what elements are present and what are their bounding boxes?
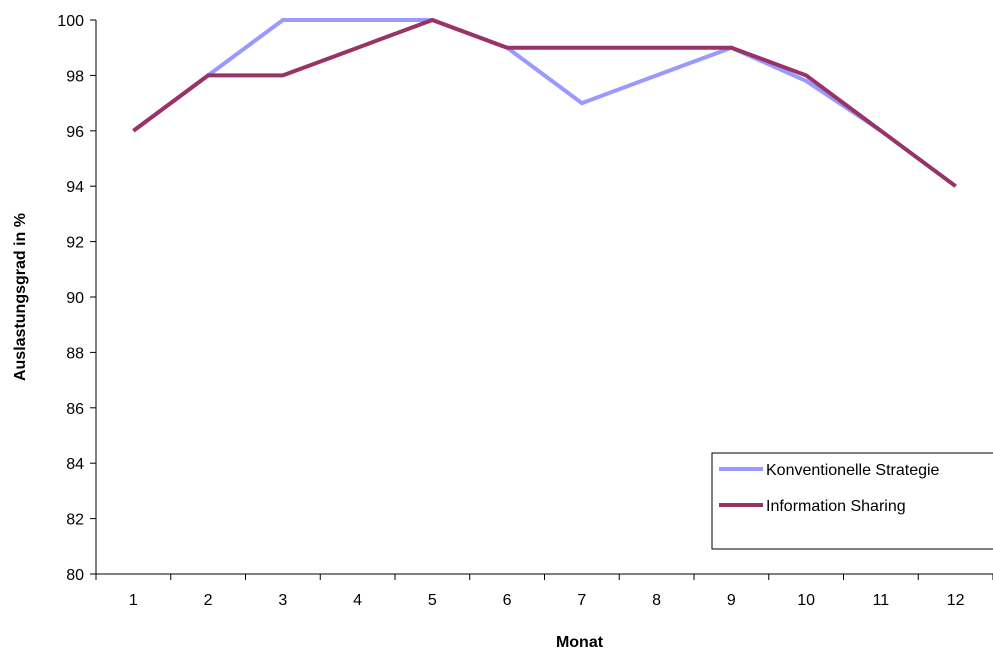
y-axis-title: Auslastungsgrad in % (12, 213, 29, 381)
x-tick-label: 2 (204, 592, 213, 609)
y-tick-label: 98 (66, 68, 84, 85)
legend-label-2: Information Sharing (766, 498, 906, 515)
y-tick-label: 88 (66, 345, 84, 362)
x-tick-label: 6 (503, 592, 512, 609)
x-tick-label: 7 (577, 592, 586, 609)
x-tick-label: 3 (278, 592, 287, 609)
x-tick-label: 4 (353, 592, 362, 609)
y-tick-label: 84 (66, 456, 84, 473)
legend: Konventionelle Strategie Information Shar… (711, 452, 993, 550)
x-tick-label: 12 (947, 592, 965, 609)
x-tick-label: 10 (797, 592, 815, 609)
y-tick-label: 86 (66, 401, 84, 418)
x-tick-label: 9 (727, 592, 736, 609)
y-ticks: 80 82 84 86 88 90 92 94 96 98 100 (57, 13, 96, 584)
x-axis-title: Monat (556, 634, 604, 651)
y-tick-label: 92 (66, 235, 84, 252)
series-layer (132, 17, 957, 188)
y-tick-label: 96 (66, 124, 84, 141)
y-tick-label: 94 (66, 179, 84, 196)
x-tick-label: 8 (652, 592, 661, 609)
y-tick-label: 90 (66, 290, 84, 307)
y-tick-label: 80 (66, 567, 84, 584)
legend-label-1: Konventionelle Strategie (766, 462, 940, 479)
x-ticks: 1 2 3 4 5 6 7 8 9 10 11 12 (95, 574, 993, 609)
series-line-1 (132, 18, 957, 188)
x-tick-label: 1 (129, 592, 138, 609)
y-tick-label: 82 (66, 512, 84, 529)
legend-items: Konventionelle Strategie Information Shar… (719, 462, 940, 515)
x-tick-label: 11 (873, 592, 890, 609)
y-tick-label: 100 (57, 13, 84, 30)
series-line-2 (132, 17, 957, 188)
x-tick-label: 5 (428, 592, 437, 609)
